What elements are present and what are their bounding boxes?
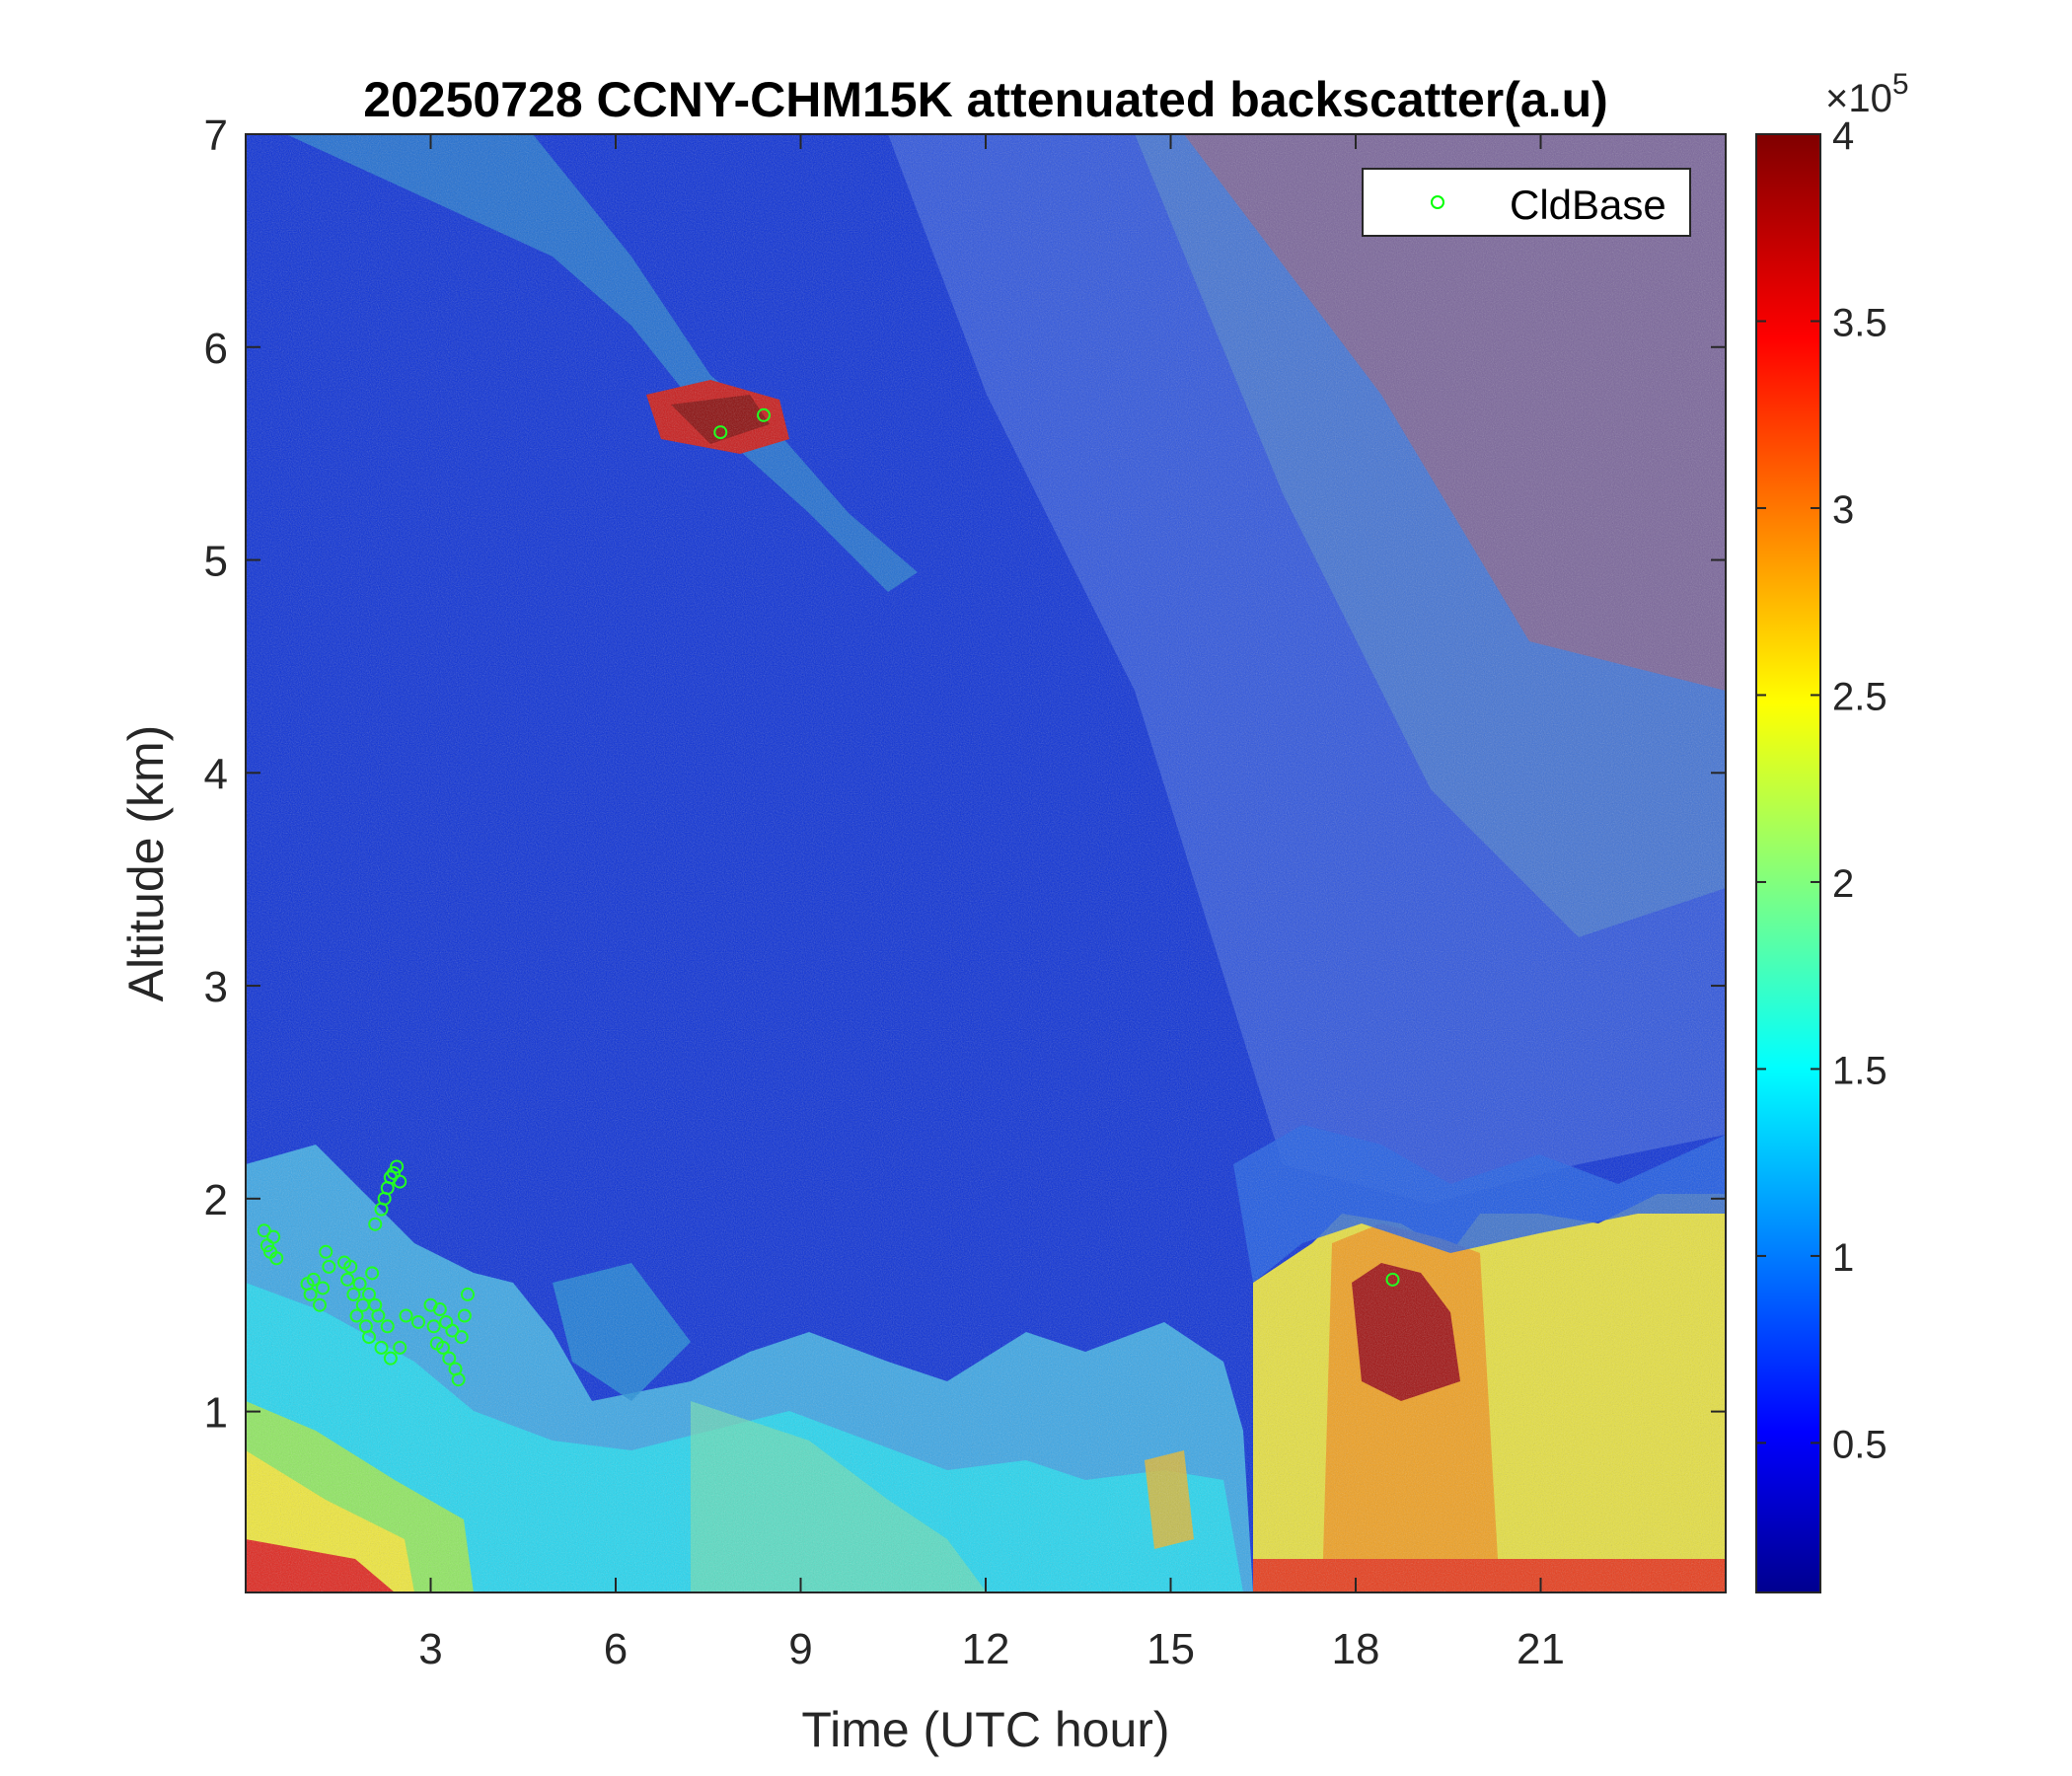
- y-tick-label: 5: [204, 538, 228, 586]
- colorbar-tick-label: 3: [1832, 488, 1854, 532]
- x-tick-label: 9: [788, 1625, 812, 1673]
- colorbar-tick-label: 1: [1832, 1236, 1854, 1280]
- legend-box: [1362, 168, 1691, 237]
- backscatter-heatmap: [246, 134, 1726, 1592]
- x-tick-label: 21: [1517, 1625, 1565, 1673]
- legend-cldbase-marker: [1431, 195, 1444, 209]
- colorbar-tick-label: 1.5: [1832, 1049, 1887, 1092]
- x-tick-label: 6: [604, 1625, 628, 1673]
- cldbase-point: [457, 1308, 472, 1323]
- colorbar-tick-label: 2: [1832, 862, 1854, 906]
- cldbase-point: [352, 1277, 367, 1292]
- cldbase-point: [432, 1302, 447, 1317]
- cldbase-point: [266, 1229, 281, 1244]
- x-axis-label: Time (UTC hour): [801, 1702, 1169, 1757]
- cldbase-point: [436, 1340, 450, 1355]
- colorbar-tick-label: 3.5: [1832, 301, 1887, 344]
- cldbase-point: [365, 1266, 380, 1281]
- cldbase-point: [454, 1330, 469, 1345]
- colorbar-border: [1755, 133, 1821, 1593]
- cldbase-point: [393, 1340, 407, 1355]
- colorbar: 0.5 1 1.5 2 2.5 3 3.5 4 ×105: [1755, 68, 1909, 1593]
- cldbase-point: [461, 1287, 475, 1301]
- cldbase-point: [322, 1259, 336, 1274]
- colorbar-multiplier-exponent: 5: [1892, 68, 1909, 101]
- cldbase-point: [442, 1351, 457, 1366]
- cloud-base-markers: [257, 407, 1400, 1387]
- colorbar-gradient: [1756, 134, 1820, 1592]
- y-tick-label: 3: [204, 963, 228, 1011]
- cldbase-point: [371, 1308, 386, 1323]
- cldbase-point: [713, 425, 728, 440]
- colorbar-multiplier-base: ×10: [1825, 77, 1892, 120]
- colorbar-tick-label: 2.5: [1832, 675, 1887, 718]
- cldbase-point: [362, 1330, 376, 1345]
- legend: CldBase: [1362, 168, 1691, 237]
- x-tick-label: 3: [418, 1625, 442, 1673]
- cldbase-point: [380, 1319, 395, 1334]
- cldbase-point: [383, 1351, 398, 1366]
- y-tick-label: 4: [204, 750, 228, 798]
- cldbase-point: [411, 1314, 425, 1329]
- y-tick-label: 1: [204, 1389, 228, 1438]
- cldbase-point: [362, 1287, 376, 1301]
- cldbase-point: [316, 1281, 331, 1295]
- cldbase-point: [374, 1340, 389, 1355]
- colorbar-tick-label: 4: [1832, 114, 1854, 158]
- y-axis-ticks: 1 2 3 4 5 6 7: [204, 111, 1726, 1438]
- x-tick-label: 15: [1147, 1625, 1195, 1673]
- cldbase-point: [445, 1323, 460, 1338]
- cldbase-point: [269, 1251, 284, 1266]
- cldbase-point: [340, 1272, 355, 1287]
- colorbar-tick-label: 0.5: [1832, 1423, 1887, 1466]
- y-tick-label: 2: [204, 1176, 228, 1224]
- cldbase-point: [313, 1297, 327, 1312]
- cldbase-point: [393, 1174, 407, 1189]
- y-axis-label: Altitude (km): [118, 725, 174, 1002]
- colorbar-ticks: 0.5 1 1.5 2 2.5 3 3.5 4: [1756, 114, 1887, 1466]
- cldbase-point: [399, 1308, 413, 1323]
- cldbase-point: [390, 1159, 405, 1174]
- cldbase-point: [343, 1259, 358, 1274]
- legend-cldbase-label: CldBase: [1510, 182, 1666, 228]
- cldbase-point: [306, 1272, 321, 1287]
- heatmap-grain: [246, 134, 1726, 1592]
- cldbase-point: [1385, 1272, 1400, 1287]
- cldbase-point: [757, 407, 771, 422]
- chart-title: 20250728 CCNY-CHM15K attenuated backscat…: [363, 72, 1608, 127]
- cldbase-point: [368, 1217, 383, 1231]
- y-tick-label: 6: [204, 325, 228, 373]
- cldbase-point: [319, 1244, 333, 1259]
- x-axis-ticks: 3 6 9 12 15 18 21: [418, 134, 1565, 1673]
- cldbase-point: [346, 1287, 361, 1301]
- cldbase-point: [426, 1319, 441, 1334]
- x-tick-label: 12: [962, 1625, 1010, 1673]
- y-tick-label: 7: [204, 111, 228, 160]
- x-tick-label: 18: [1332, 1625, 1380, 1673]
- cldbase-point: [303, 1287, 318, 1301]
- colorbar-multiplier: ×105: [1825, 68, 1909, 120]
- cldbase-point: [349, 1308, 364, 1323]
- cldbase-point: [257, 1223, 271, 1238]
- cldbase-point: [451, 1372, 466, 1387]
